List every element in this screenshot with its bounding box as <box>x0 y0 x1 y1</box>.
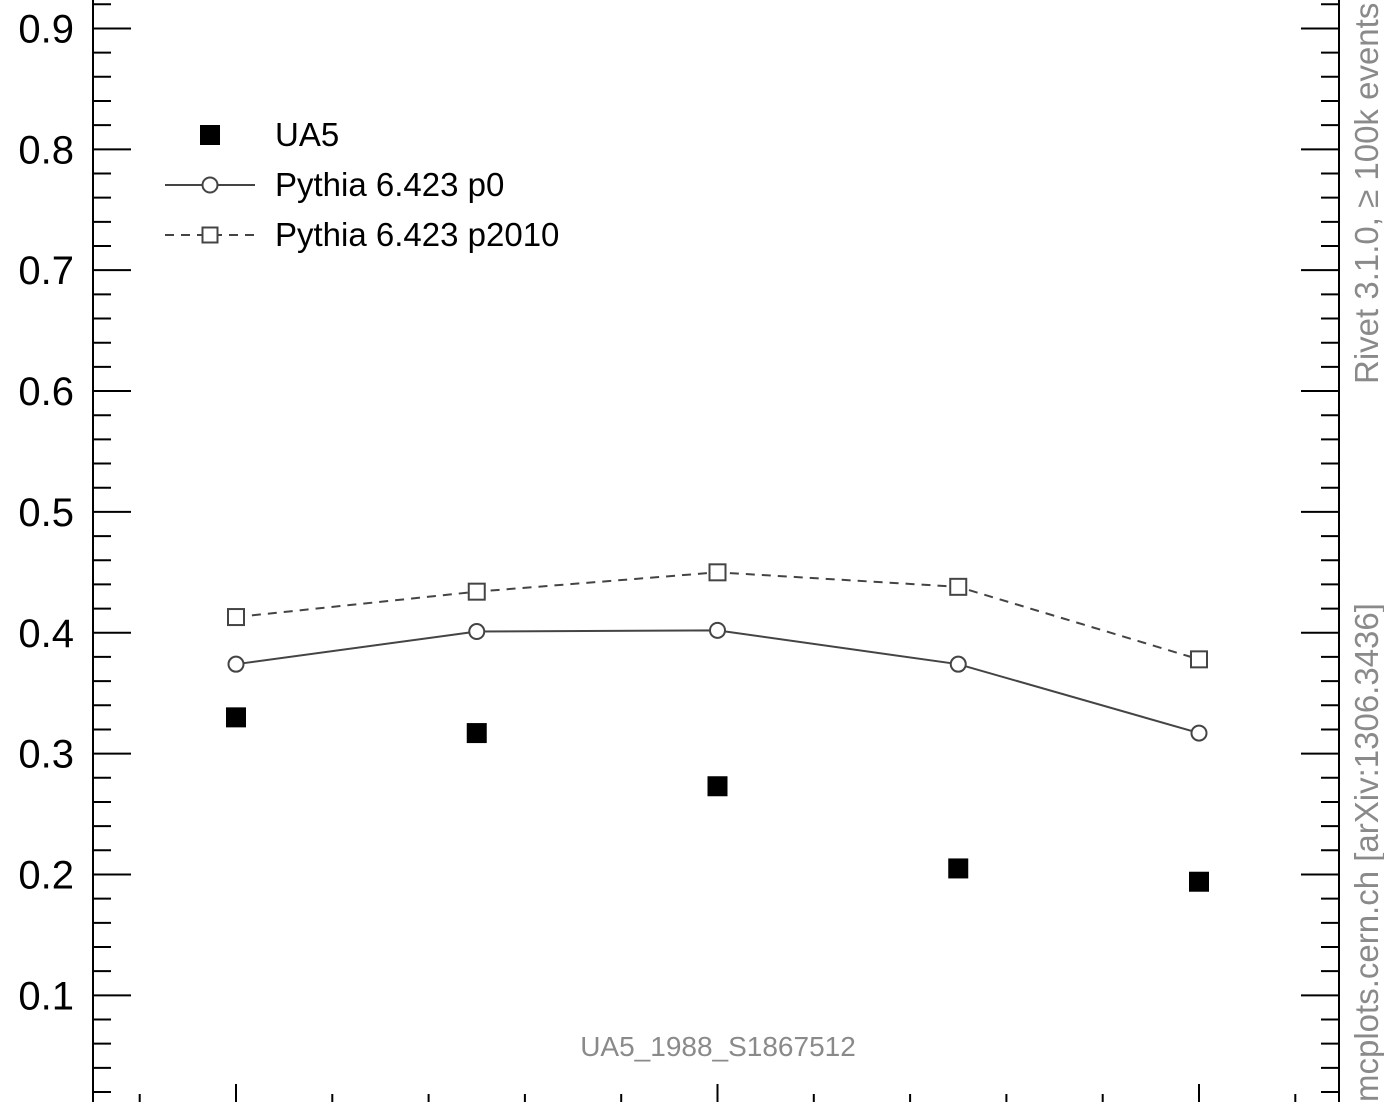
p2010-point <box>708 563 727 582</box>
y-tick-label: 0.5 <box>18 491 74 535</box>
y-tick-label: 0.4 <box>18 612 74 656</box>
p0-line <box>235 629 1200 735</box>
ua5-point <box>948 858 969 879</box>
y-tick-label: 0.2 <box>18 853 74 897</box>
p0-point <box>468 623 486 641</box>
y-tick-label: 0.1 <box>18 974 74 1018</box>
legend-marker-p2010 <box>201 226 219 244</box>
ua5-point <box>226 707 246 728</box>
plot-frame <box>92 0 1340 1102</box>
ua5-point <box>466 723 487 744</box>
series-layer <box>226 563 1209 892</box>
analysis-watermark: UA5_1988_S1867512 <box>580 1031 856 1062</box>
ua5-point <box>707 776 728 797</box>
rivet-version-label: Rivet 3.1.0, ≥ 100k events <box>1348 3 1384 384</box>
legend-label-p2010: Pythia 6.423 p2010 <box>275 216 559 253</box>
legend: UA5 Pythia 6.423 p0 Pythia 6.423 p2010 <box>165 116 559 253</box>
y-tick-label: 0.8 <box>18 128 74 172</box>
p2010-point <box>949 577 968 596</box>
p0-point <box>709 621 726 639</box>
mcplots-label: mcplots.cern.ch [arXiv:1306.3436] <box>1348 603 1384 1102</box>
legend-marker-p0 <box>201 176 219 194</box>
legend-label-ua5: UA5 <box>275 116 339 153</box>
axis-ticks <box>93 3 1339 1102</box>
y-tick-labels: 0.9 0.8 0.7 0.6 0.5 0.4 0.3 0.2 0.1 <box>18 7 74 1018</box>
y-tick-label: 0.9 <box>18 7 74 51</box>
p2010-point <box>467 582 486 601</box>
legend-label-p0: Pythia 6.423 p0 <box>275 166 504 203</box>
p2010-line <box>235 571 1200 661</box>
p2010-point <box>227 608 245 627</box>
p0-point <box>1190 724 1208 742</box>
y-tick-label: 0.6 <box>18 370 74 414</box>
ua5-point <box>1189 871 1209 892</box>
p0-point <box>949 655 967 673</box>
p0-point <box>227 655 245 673</box>
y-tick-label: 0.3 <box>18 733 74 777</box>
y-tick-label: 0.7 <box>18 249 74 293</box>
legend-marker-ua5 <box>200 125 220 145</box>
p2010-point <box>1190 650 1208 669</box>
